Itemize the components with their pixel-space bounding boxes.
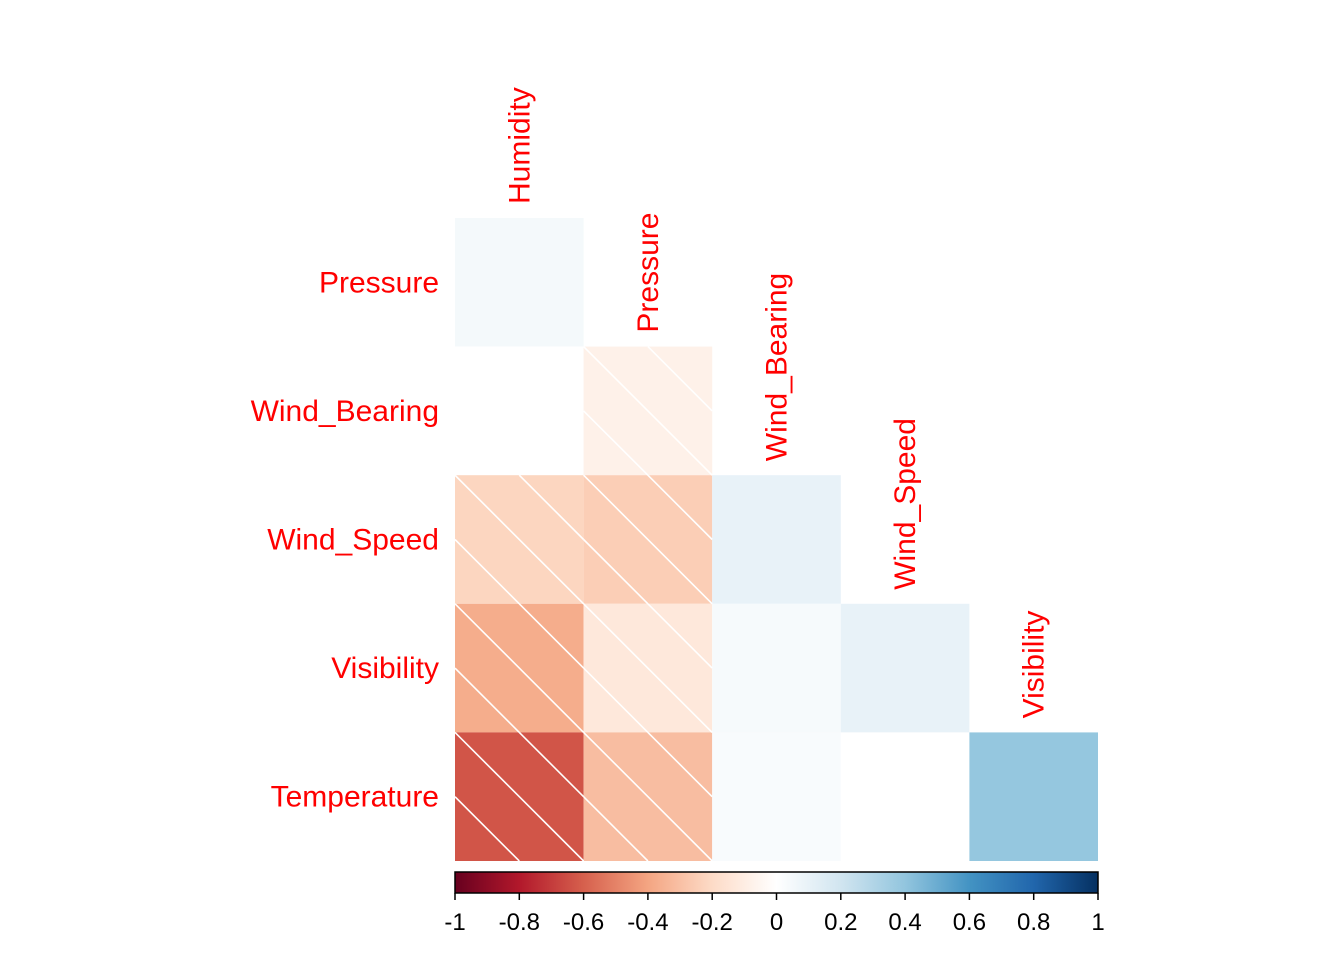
hatch-visibility-humidity: [455, 603, 585, 733]
row-label-temperature: Temperature: [271, 781, 439, 814]
row-labels: Pressure Wind_Bearing Wind_Speed Visibility…: [251, 266, 439, 813]
hatch-line: [455, 796, 520, 861]
significance-hatching: [455, 346, 713, 861]
column-label-humidity: Humidity: [503, 87, 536, 204]
cell-visibility-wind-bearing: [712, 603, 841, 733]
colorbar-tick-label: -0.6: [563, 909, 604, 936]
colorbar-tick-label: 0.2: [824, 909, 857, 936]
hatch-line: [583, 667, 649, 733]
cell-wind-bearing-humidity: [455, 346, 584, 476]
hatch-wind-speed-pressure: [583, 474, 713, 605]
colorbar-tick-label: 0: [770, 909, 783, 936]
row-label-pressure: Pressure: [319, 266, 439, 299]
hatch-line: [583, 474, 713, 605]
hatch-temperature-humidity: [455, 731, 585, 861]
hatch-wind-bearing-pressure: [583, 346, 713, 476]
hatch-line: [455, 731, 585, 861]
hatch-line: [583, 731, 713, 861]
colorbar-tick-label: -1: [444, 909, 465, 936]
colorbar-tick-label: 0.8: [1017, 909, 1050, 936]
hatch-line: [647, 603, 713, 669]
hatch-line: [583, 410, 649, 476]
column-labels: Humidity Pressure Wind_Bearing Wind_Speed Vi…: [503, 87, 1050, 718]
hatch-line: [647, 346, 713, 412]
column-label-visibility: Visibility: [1018, 611, 1051, 719]
cell-pressure-humidity: [455, 218, 584, 347]
hatch-line: [583, 346, 713, 476]
cell-temperature-wind-speed: [840, 732, 970, 861]
hatch-visibility-pressure: [583, 603, 713, 733]
colorbar-tick-label: 0.4: [888, 909, 921, 936]
hatch-line: [455, 474, 585, 605]
colorbar-gradient: [454, 871, 1099, 894]
hatch-line: [455, 667, 520, 733]
hatch-line: [518, 474, 585, 541]
column-label-pressure: Pressure: [632, 213, 665, 333]
colorbar-tick-label: -0.2: [692, 909, 733, 936]
hatch-wind-speed-humidity: [455, 474, 585, 605]
hatch-line: [518, 731, 585, 798]
hatch-line: [455, 538, 520, 605]
cell-wind-speed-wind-bearing: [712, 475, 841, 604]
row-label-wind-speed: Wind_Speed: [267, 524, 439, 557]
cell-temperature-wind-bearing: [712, 732, 841, 861]
hatch-line: [518, 603, 585, 669]
cell-visibility-wind-speed: [840, 603, 970, 733]
column-label-wind-speed: Wind_Speed: [889, 418, 922, 590]
hatch-temperature-pressure: [583, 731, 713, 861]
hatch-line: [583, 796, 649, 861]
colorbar: -1 -0.8 -0.6 -0.4 -0.2 0 0.2 0.4 0.6 0.8 1: [444, 871, 1105, 936]
hatch-line: [647, 731, 713, 798]
colorbar-tick-label: 1: [1091, 909, 1104, 936]
hatch-line: [583, 603, 713, 733]
colorbar-tick-label: 0.6: [953, 909, 986, 936]
hatch-line: [455, 603, 585, 733]
cell-temperature-visibility: [969, 732, 1098, 861]
hatch-line: [647, 474, 713, 541]
hatch-line: [583, 538, 649, 605]
colorbar-tick-label: -0.4: [627, 909, 668, 936]
row-label-visibility: Visibility: [331, 652, 439, 685]
row-label-wind-bearing: Wind_Bearing: [251, 395, 439, 428]
column-label-wind-bearing: Wind_Bearing: [761, 273, 794, 461]
colorbar-ticks: -1 -0.8 -0.6 -0.4 -0.2 0 0.2 0.4 0.6 0.8 1: [444, 893, 1105, 936]
colorbar-tick-label: -0.8: [499, 909, 540, 936]
